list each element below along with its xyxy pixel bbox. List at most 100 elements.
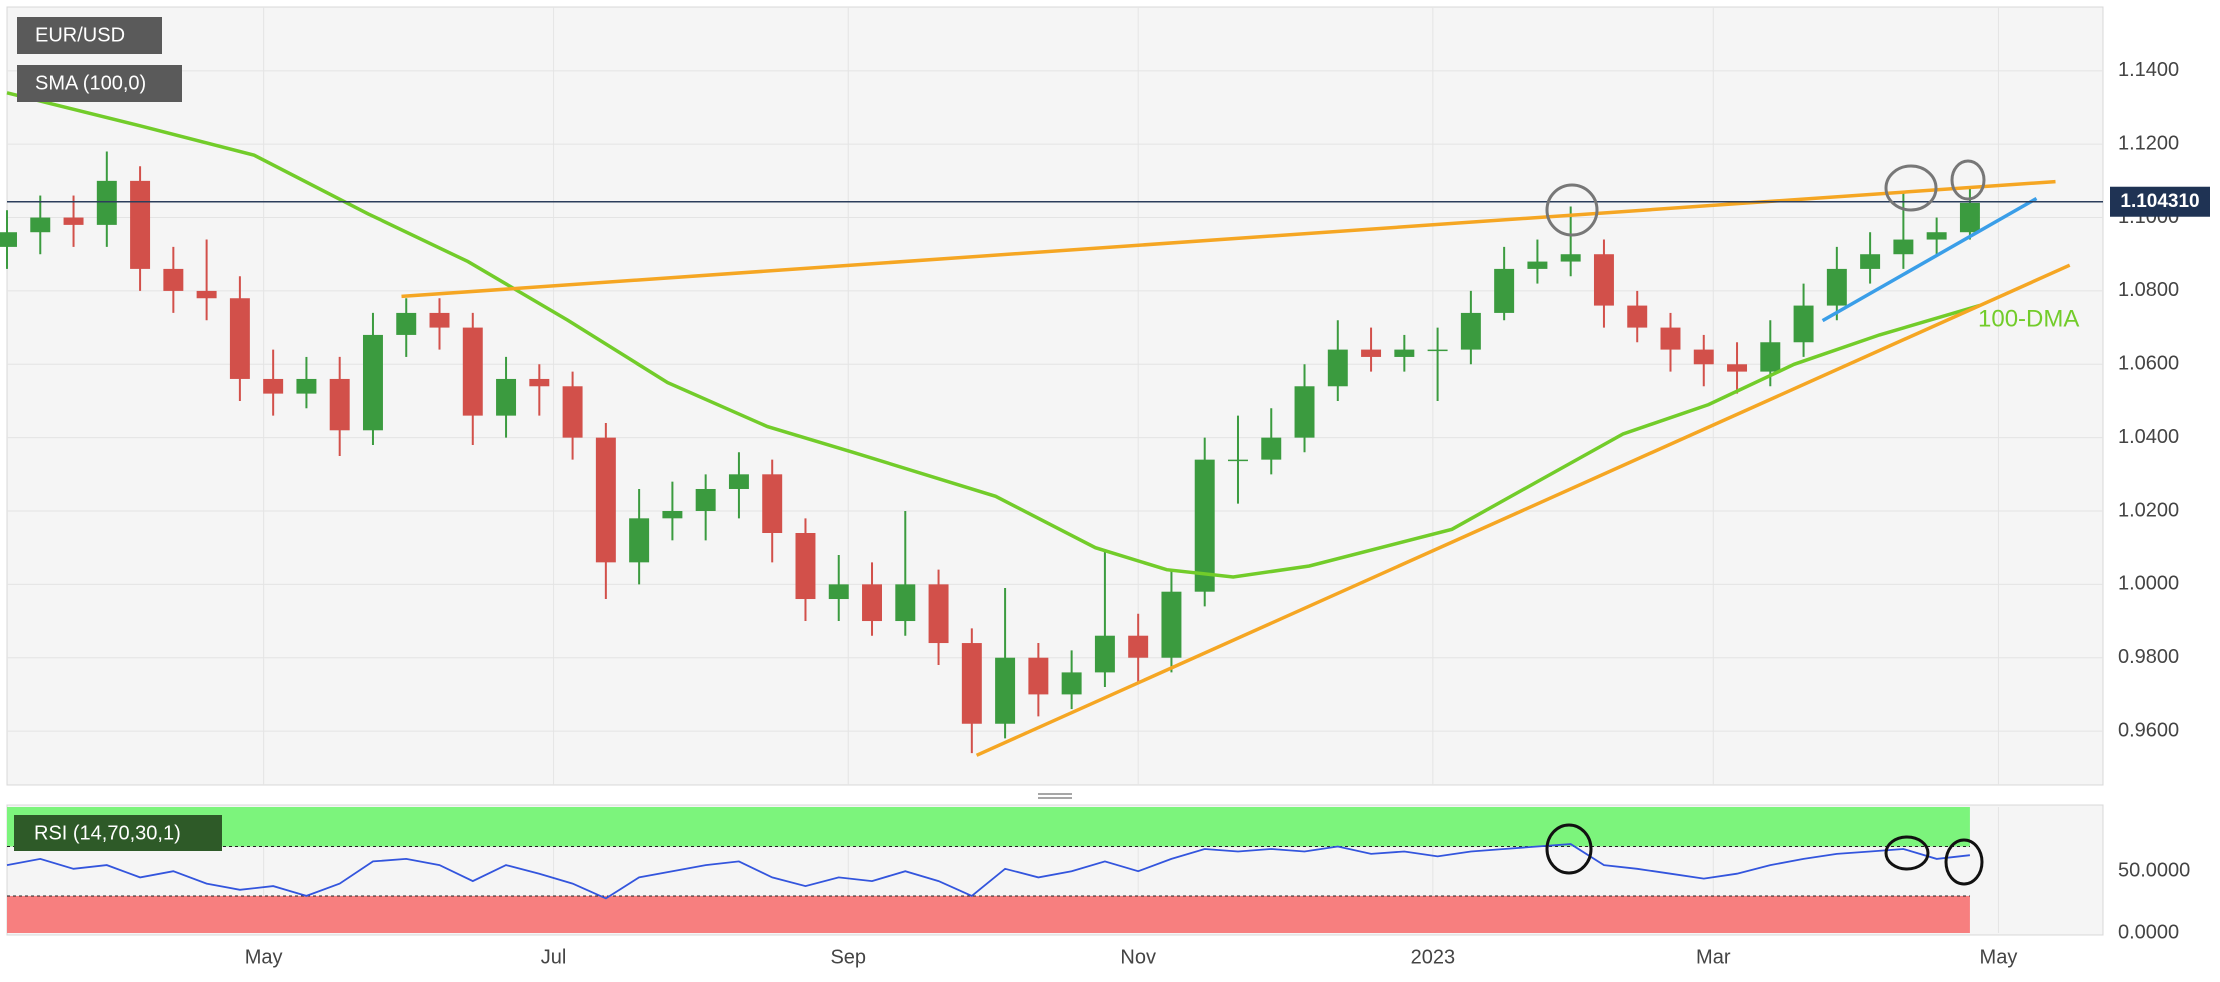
candle-body <box>1860 254 1881 269</box>
candle-body <box>196 290 217 299</box>
candle-body <box>1028 657 1049 695</box>
candle-body <box>662 510 683 519</box>
trend-line <box>1821 196 2038 323</box>
trend-line <box>401 179 2056 299</box>
candle-body <box>0 232 17 247</box>
overbought-band <box>7 807 1970 847</box>
candle-body <box>1727 364 1748 372</box>
sma-line <box>6 91 1980 579</box>
y-tick-label: 1.0600 <box>2118 353 2179 375</box>
candle-body <box>995 657 1016 724</box>
candle-body <box>296 378 317 394</box>
candle-body <box>1893 239 1914 255</box>
candle-body <box>1926 232 1947 240</box>
legend-box[interactable] <box>14 815 222 851</box>
candle-body <box>130 180 151 269</box>
candle-body <box>1494 268 1515 313</box>
candle-body <box>862 584 882 622</box>
candle-body <box>1061 672 1082 695</box>
legend-label: RSI (14,70,30,1) <box>34 822 181 844</box>
candle-body <box>1128 635 1149 658</box>
drag-handle[interactable] <box>1038 793 1072 799</box>
candle-body <box>562 386 583 438</box>
candle-body <box>1228 459 1248 462</box>
candle-body <box>329 378 350 431</box>
price-label-box <box>2110 186 2210 217</box>
sma-annotation: 100-DMA <box>1978 305 2079 332</box>
x-tick-label: Sep <box>830 946 866 968</box>
candle-body <box>1660 327 1681 350</box>
x-tick-label: 2023 <box>1411 946 1456 968</box>
price-panel <box>6 6 2104 786</box>
candle-body <box>762 474 783 534</box>
candle-body <box>163 268 184 291</box>
x-tick-label: Jul <box>541 946 567 968</box>
candle-body <box>1560 254 1581 262</box>
candle-body <box>1593 254 1614 306</box>
x-tick-label: Nov <box>1120 946 1156 968</box>
trend-line <box>975 263 2071 757</box>
candle-body <box>30 217 51 233</box>
candle-body <box>895 584 916 622</box>
candle-body <box>1327 349 1348 387</box>
candle-body <box>63 217 84 225</box>
legend-box[interactable] <box>17 65 182 102</box>
y-tick-label: 0.9600 <box>2118 719 2179 741</box>
candle-body <box>229 298 250 379</box>
x-tick-label: May <box>245 946 283 968</box>
candle-body <box>1261 437 1282 460</box>
candle-body <box>1826 268 1847 306</box>
candle-body <box>629 518 650 563</box>
candle-body <box>728 474 749 489</box>
candle-body <box>928 584 949 644</box>
candle-body <box>96 180 117 225</box>
candle-body <box>396 312 417 335</box>
candle-body <box>1294 386 1315 438</box>
x-tick-label: May <box>1980 946 2018 968</box>
y-tick-label: 1.0000 <box>2118 573 2179 595</box>
candle-body <box>1427 349 1448 352</box>
candle-body <box>961 643 982 724</box>
candle-body <box>1793 305 1814 343</box>
y-tick-label: 0.0000 <box>2118 921 2179 943</box>
candle-body <box>595 437 616 563</box>
oversold-band <box>7 895 1970 933</box>
candle-body <box>1361 349 1382 357</box>
candle-body <box>429 312 450 328</box>
candle-body <box>795 533 816 600</box>
candle-body <box>496 378 517 416</box>
candle-body <box>1460 312 1481 350</box>
candle-body <box>1394 349 1415 357</box>
y-tick-label: 1.0200 <box>2118 499 2179 521</box>
candle-body <box>1627 305 1648 328</box>
rsi-line <box>6 843 1970 900</box>
rsi-circles <box>1545 823 1984 886</box>
legend-box[interactable] <box>17 17 162 54</box>
candle-body <box>695 488 716 511</box>
y-tick-label: 0.9800 <box>2118 646 2179 668</box>
candle-body <box>263 378 284 394</box>
y-tick-label: 1.1400 <box>2118 59 2179 81</box>
candle-body <box>828 584 849 600</box>
candle-body <box>1527 261 1548 269</box>
candle-body <box>529 378 550 387</box>
y-tick-label: 1.0400 <box>2118 426 2179 448</box>
y-tick-label: 1.1200 <box>2118 132 2179 154</box>
candle-body <box>1161 591 1182 658</box>
legend-label: SMA (100,0) <box>35 72 146 94</box>
candle-body <box>1194 459 1215 592</box>
price-label: 1.104310 <box>2120 191 2199 212</box>
highlight-circles <box>1545 159 1986 237</box>
x-tick-label: Mar <box>1696 946 1731 968</box>
candle-body <box>1693 349 1714 365</box>
y-tick-label: 50.0000 <box>2118 860 2190 882</box>
candle-body <box>1959 202 1980 233</box>
candle-body <box>1094 635 1115 673</box>
y-tick-label: 1.0800 <box>2118 279 2179 301</box>
legend-label: EUR/USD <box>35 24 125 46</box>
candle-body <box>1760 342 1781 372</box>
candle-body <box>362 334 383 431</box>
candle-body <box>462 327 483 416</box>
